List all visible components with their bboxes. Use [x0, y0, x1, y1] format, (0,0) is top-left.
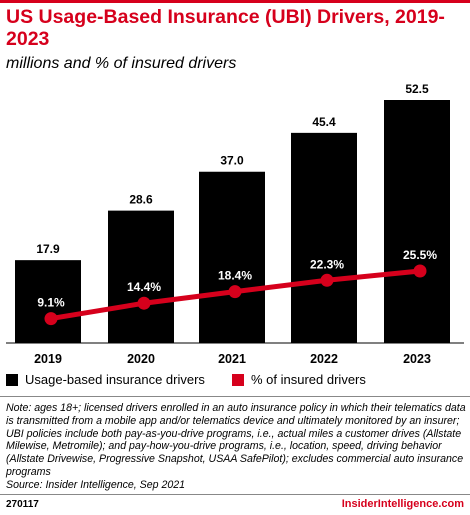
- bar-2019: [15, 260, 81, 343]
- line-label-2022: 22.3%: [310, 257, 344, 271]
- footnote-note: Note: ages 18+; licensed drivers enrolle…: [6, 402, 466, 478]
- legend-divider: [0, 396, 470, 397]
- line-point-2021: [228, 285, 242, 299]
- x-tick-label-2021: 2021: [218, 352, 246, 366]
- bar-2021: [199, 171, 265, 343]
- bar-label-2022: 45.4: [312, 115, 336, 129]
- chart-legend: Usage-based insurance drivers % of insur…: [0, 372, 470, 392]
- x-tick-label-2020: 2020: [127, 352, 155, 366]
- bar-label-2023: 52.5: [405, 82, 429, 96]
- x-tick-label-2023: 2023: [403, 352, 431, 366]
- line-label-2020: 14.4%: [127, 280, 161, 294]
- line-label-2023: 25.5%: [403, 248, 437, 262]
- bar-label-2021: 37.0: [220, 154, 244, 168]
- legend-swatch-line: [232, 373, 244, 386]
- bar-2022: [291, 132, 357, 343]
- line-point-2022: [320, 273, 334, 287]
- line-label-2021: 18.4%: [218, 269, 252, 283]
- legend-label-bars: Usage-based insurance drivers: [25, 372, 205, 387]
- chart-title: US Usage-Based Insurance (UBI) Drivers, …: [6, 6, 445, 50]
- legend-swatch-bars: [6, 373, 18, 386]
- line-point-2023: [413, 264, 427, 278]
- chart-subtitle: millions and % of insured drivers: [6, 55, 237, 72]
- x-tick-label-2022: 2022: [310, 352, 338, 366]
- bar-2023: [384, 100, 450, 343]
- footer-divider: [0, 494, 470, 495]
- footnote: Note: ages 18+; licensed drivers enrolle…: [6, 402, 466, 492]
- legend-label-line: % of insured drivers: [251, 372, 366, 387]
- footnote-source: Source: Insider Intelligence, Sep 2021: [6, 478, 186, 491]
- chart-plot: 17.9 28.6 37.0 45.4 52.5 9.1% 14.4% 18.4% 22.3% 2…: [6, 82, 464, 366]
- bar-label-2019: 17.9: [36, 242, 60, 256]
- brand-link[interactable]: InsiderIntelligence.com: [341, 498, 464, 510]
- top-accent-bar: [0, 0, 470, 3]
- line-point-2020: [137, 296, 151, 310]
- legend-item-bars: Usage-based insurance drivers: [6, 372, 205, 387]
- x-tick-label-2019: 2019: [34, 352, 62, 366]
- bar-label-2020: 28.6: [129, 193, 153, 207]
- line-point-2019: [44, 312, 58, 326]
- line-label-2019: 9.1%: [37, 296, 65, 310]
- bar-2020: [108, 210, 174, 343]
- legend-item-line: % of insured drivers: [232, 372, 366, 387]
- chart-id: 270117: [6, 499, 39, 510]
